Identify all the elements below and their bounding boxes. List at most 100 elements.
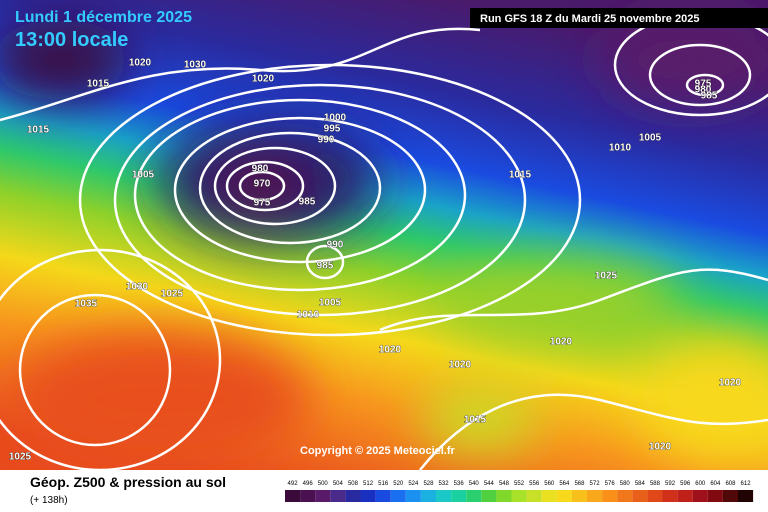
scale-label: 600: [695, 481, 706, 487]
scale-label: 576: [605, 481, 616, 487]
scale-swatch: [587, 490, 603, 502]
scale-swatch: [647, 490, 663, 502]
scale-label: 536: [454, 481, 465, 487]
scale-label: 528: [423, 481, 434, 487]
scale-swatch: [315, 490, 331, 502]
scale-label: 516: [378, 481, 389, 487]
isobar-label: 985: [701, 91, 718, 102]
scale-label: 552: [514, 481, 525, 487]
scale-swatch: [420, 490, 436, 502]
scale-swatch: [632, 490, 648, 502]
scale-label: 496: [303, 481, 314, 487]
scale-label: 544: [484, 481, 495, 487]
isobar-label: 980: [695, 85, 712, 96]
scale-swatch: [692, 490, 708, 502]
color-scale: 492 496 500 504 508 512 516 520 524 528 532 536 540 5…: [285, 481, 754, 502]
scale-label: 572: [590, 481, 601, 487]
scale-swatch: [451, 490, 467, 502]
isobar-label: 1025: [9, 452, 32, 463]
scale-swatch: [375, 490, 391, 502]
isobar-label: 970: [254, 179, 271, 190]
isobar-label: 1020: [449, 360, 472, 371]
scale-swatch: [330, 490, 346, 502]
isobar-label: 1035: [75, 299, 98, 310]
scale-swatch: [481, 490, 497, 502]
scale-label: 532: [439, 481, 450, 487]
scale-label: 604: [710, 481, 721, 487]
scale-label: 508: [348, 481, 359, 487]
scale-swatch: [602, 490, 618, 502]
scale-label: 612: [741, 481, 752, 487]
isobar-label: 995: [324, 124, 341, 135]
isobar-label: 1015: [27, 125, 50, 136]
isobar-label: 1015: [464, 415, 487, 426]
footer-lead: (+ 138h): [30, 495, 68, 506]
isobar-label: 1020: [550, 337, 573, 348]
scale-label: 512: [363, 481, 374, 487]
isobar-label: 1000: [324, 113, 347, 124]
isobar-label: 1010: [609, 143, 632, 154]
scale-swatch: [722, 490, 738, 502]
scale-swatch: [662, 490, 678, 502]
run: Run GFS 18 Z du Mardi 25 novembre 2025: [480, 13, 699, 25]
isobar-label: 990: [318, 135, 335, 146]
scale-label: 504: [333, 481, 344, 487]
date: Lundi 1 décembre 2025: [15, 9, 192, 26]
scale-swatch: [285, 490, 301, 502]
footer-title: Géop. Z500 & pression au sol: [30, 474, 226, 490]
isobars: [0, 13, 768, 472]
scale-swatch: [677, 490, 693, 502]
scale-label: 608: [725, 481, 736, 487]
isobar-label: 1020: [719, 378, 742, 389]
scale-label: 580: [620, 481, 631, 487]
scale-label: 596: [680, 481, 691, 487]
color-fields: [0, 15, 768, 470]
isobar-label: 1030: [184, 60, 207, 71]
scale-label: 540: [469, 481, 480, 487]
isobar-label: 1025: [595, 271, 618, 282]
copyright: Copyright © 2025 Meteociel.fr: [300, 445, 456, 457]
scale-swatch: [526, 490, 542, 502]
scale-label: 568: [574, 481, 585, 487]
scale-swatch: [511, 490, 527, 502]
run-box: [470, 8, 768, 28]
isobar-label: 1020: [129, 58, 152, 69]
scale-swatch: [300, 490, 316, 502]
scale-label: 492: [288, 481, 299, 487]
scale-swatch: [345, 490, 361, 502]
isobar-label: 1015: [87, 79, 110, 90]
scale-label: 524: [408, 481, 419, 487]
scale-swatch: [405, 490, 421, 502]
scale-swatch: [738, 490, 754, 502]
scale-swatch: [466, 490, 482, 502]
scale-swatch: [571, 490, 587, 502]
time: 13:00 locale: [15, 29, 128, 51]
scale-swatch: [436, 490, 452, 502]
isobar-label: 1030: [126, 282, 149, 293]
isobar-label: 980: [252, 164, 269, 175]
isobar-label: 990: [327, 240, 344, 251]
scale-label: 548: [499, 481, 510, 487]
scale-label: 500: [318, 481, 329, 487]
isobar-label: 1020: [252, 74, 275, 85]
isobar-label: 1005: [639, 133, 662, 144]
scale-swatch: [390, 490, 406, 502]
scale-swatch: [617, 490, 633, 502]
isobar-label: 975: [254, 198, 271, 209]
isobar-label: 1025: [161, 289, 184, 300]
scale-swatch: [556, 490, 572, 502]
scale-label: 556: [529, 481, 540, 487]
isobar-label: 975: [695, 79, 712, 90]
isobar-label: 985: [299, 197, 316, 208]
isobar-label: 1010: [297, 310, 320, 321]
scale-label: 584: [635, 481, 646, 487]
isobar-label: 1005: [319, 298, 342, 309]
isobar-label: 1005: [132, 170, 155, 181]
scale-label: 588: [650, 481, 661, 487]
scale-swatch: [541, 490, 557, 502]
scale-swatch: [707, 490, 723, 502]
isobar-label: 1020: [649, 442, 672, 453]
isobar-label: 985: [317, 261, 334, 272]
